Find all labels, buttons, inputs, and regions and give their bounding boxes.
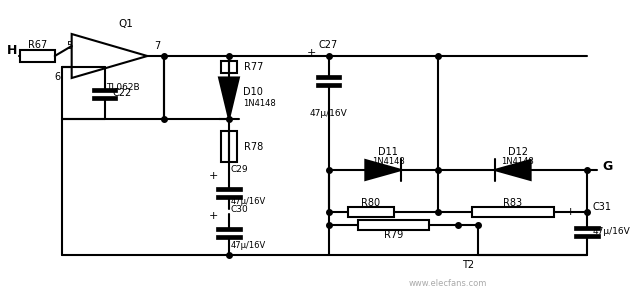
Text: R79: R79: [383, 230, 403, 240]
Text: TL062B: TL062B: [106, 84, 140, 92]
Bar: [316, 83, 342, 87]
Text: +: +: [307, 48, 316, 58]
Polygon shape: [219, 78, 239, 119]
Text: R77: R77: [244, 62, 263, 72]
Text: D12: D12: [508, 147, 527, 157]
Bar: [472, 207, 554, 217]
Text: +: +: [209, 171, 218, 181]
Bar: [221, 131, 237, 162]
Bar: [92, 88, 118, 92]
Bar: [348, 207, 394, 217]
Text: C31: C31: [593, 202, 611, 212]
Bar: [575, 226, 600, 230]
Text: 47μ/16V: 47μ/16V: [310, 109, 348, 119]
Text: C30: C30: [231, 206, 249, 215]
Text: +: +: [566, 207, 575, 217]
Text: 6: 6: [54, 72, 61, 82]
Text: H: H: [7, 44, 17, 57]
Text: D10: D10: [243, 87, 263, 97]
Text: T2: T2: [462, 260, 474, 270]
Text: R67: R67: [28, 40, 47, 50]
Text: G: G: [602, 161, 612, 174]
Text: C27: C27: [319, 40, 338, 50]
Text: 47μ/16V: 47μ/16V: [593, 226, 630, 236]
Bar: [216, 186, 242, 191]
Bar: [216, 235, 242, 239]
Text: R78: R78: [244, 141, 263, 151]
Text: R83: R83: [503, 198, 522, 208]
Bar: [216, 195, 242, 199]
Text: C22: C22: [113, 88, 132, 98]
Text: R80: R80: [361, 198, 380, 208]
Bar: [216, 227, 242, 231]
Text: 1N4148: 1N4148: [243, 99, 276, 108]
Text: 5: 5: [67, 41, 73, 51]
Text: C29: C29: [231, 165, 248, 174]
Polygon shape: [72, 34, 147, 78]
Text: D11: D11: [378, 147, 398, 157]
Text: +: +: [209, 211, 218, 221]
Bar: [575, 234, 600, 238]
Bar: [221, 61, 237, 73]
Text: 47μ/16V: 47μ/16V: [231, 196, 266, 206]
Text: 7: 7: [154, 41, 161, 51]
Text: Q1: Q1: [118, 19, 133, 29]
Polygon shape: [365, 160, 401, 180]
Text: 47μ/16V: 47μ/16V: [231, 240, 266, 250]
Text: 1N4148: 1N4148: [501, 157, 534, 165]
Bar: [92, 96, 118, 100]
Polygon shape: [495, 160, 531, 180]
Text: 1N4148: 1N4148: [372, 157, 404, 165]
Bar: [358, 220, 429, 230]
Bar: [316, 75, 342, 79]
Bar: [20, 50, 55, 62]
Text: www.elecfans.com: www.elecfans.com: [409, 279, 487, 288]
